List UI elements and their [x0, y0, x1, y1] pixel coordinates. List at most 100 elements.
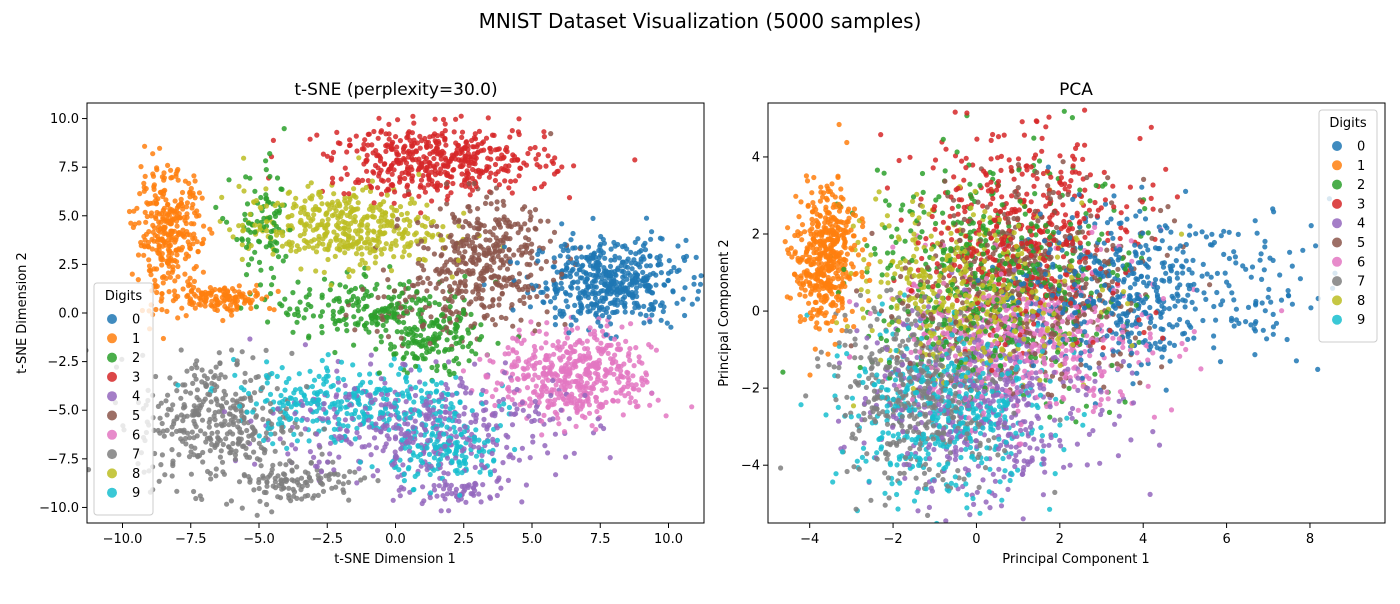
point-digit-2 — [453, 329, 458, 334]
point-digit-9 — [392, 401, 397, 406]
point-digit-9 — [402, 412, 407, 417]
point-digit-8 — [381, 199, 386, 204]
point-digit-0 — [710, 304, 715, 309]
point-digit-2 — [442, 363, 447, 368]
point-digit-1 — [160, 244, 165, 249]
point-digit-4 — [598, 423, 603, 428]
point-digit-3 — [632, 157, 637, 162]
point-digit-5 — [523, 244, 528, 249]
point-digit-1 — [179, 306, 184, 311]
point-digit-2 — [414, 339, 419, 344]
x-tick-label: 2.5 — [453, 532, 474, 547]
point-digit-1 — [144, 200, 149, 205]
point-digit-0 — [596, 248, 601, 253]
point-digit-0 — [590, 280, 595, 285]
x-tick-label: 7.5 — [590, 532, 611, 547]
point-digit-8 — [270, 252, 275, 257]
point-digit-5 — [483, 229, 488, 234]
point-digit-0 — [576, 296, 581, 301]
point-digit-6 — [528, 319, 533, 324]
point-digit-6 — [595, 372, 600, 377]
point-digit-3 — [379, 192, 384, 197]
point-digit-8 — [365, 222, 370, 227]
point-digit-7 — [170, 473, 175, 478]
point-digit-9 — [310, 384, 315, 389]
point-digit-9 — [281, 403, 286, 408]
point-digit-5 — [428, 281, 433, 286]
point-digit-7 — [214, 466, 219, 471]
point-digit-6 — [615, 398, 620, 403]
point-digit-2 — [397, 294, 402, 299]
point-digit-9 — [457, 463, 462, 468]
point-digit-7 — [312, 493, 317, 498]
point-digit-4 — [563, 454, 568, 459]
point-digit-2 — [242, 212, 247, 217]
point-digit-4 — [339, 435, 344, 440]
point-digit-0 — [587, 308, 592, 313]
point-digit-9 — [457, 493, 462, 498]
point-digit-2 — [406, 286, 411, 291]
point-digit-0 — [682, 313, 687, 318]
point-digit-7 — [160, 421, 165, 426]
point-digit-1 — [247, 290, 252, 295]
point-digit-4 — [472, 362, 477, 367]
point-digit-5 — [509, 282, 514, 287]
point-digit-8 — [350, 269, 355, 274]
point-digit-2 — [414, 289, 419, 294]
point-digit-7 — [237, 479, 242, 484]
point-digit-4 — [446, 471, 451, 476]
point-digit-0 — [515, 260, 520, 265]
point-digit-2 — [404, 351, 409, 356]
point-digit-0 — [637, 250, 642, 255]
point-digit-2 — [234, 237, 239, 242]
point-digit-5 — [478, 223, 483, 228]
point-digit-5 — [421, 245, 426, 250]
legend-marker-2 — [107, 353, 117, 363]
point-digit-5 — [419, 239, 424, 244]
point-digit-4 — [369, 353, 374, 358]
point-digit-9 — [481, 449, 486, 454]
point-digit-4 — [506, 478, 511, 483]
point-digit-2 — [258, 282, 263, 287]
point-digit-8 — [414, 230, 419, 235]
point-digit-0 — [578, 301, 583, 306]
point-digit-8 — [333, 254, 338, 259]
point-digit-3 — [497, 182, 502, 187]
point-digit-1 — [166, 261, 171, 266]
point-digit-5 — [420, 280, 425, 285]
point-digit-0 — [670, 288, 675, 293]
point-digit-0 — [606, 273, 611, 278]
point-digit-5 — [492, 226, 497, 231]
point-digit-6 — [515, 376, 520, 381]
point-digit-7 — [198, 428, 203, 433]
point-digit-3 — [347, 137, 352, 142]
pca-title: PCA — [1059, 80, 1093, 100]
point-digit-8 — [334, 236, 339, 241]
point-digit-1 — [192, 279, 197, 284]
point-digit-1 — [150, 223, 155, 228]
point-digit-4 — [559, 408, 564, 413]
point-digit-5 — [488, 190, 493, 195]
point-digit-3 — [466, 160, 471, 165]
point-digit-3 — [346, 191, 351, 196]
point-digit-7 — [205, 469, 210, 474]
point-digit-5 — [525, 262, 530, 267]
point-digit-3 — [379, 178, 384, 183]
point-digit-3 — [459, 183, 464, 188]
point-digit-8 — [298, 266, 303, 271]
point-digit-9 — [449, 401, 454, 406]
point-digit-4 — [463, 390, 468, 395]
point-digit-7 — [252, 428, 257, 433]
point-digit-4 — [372, 435, 377, 440]
point-digit-5 — [434, 286, 439, 291]
point-digit-6 — [522, 376, 527, 381]
point-digit-6 — [595, 346, 600, 351]
point-digit-0 — [615, 292, 620, 297]
point-digit-3 — [393, 134, 398, 139]
point-digit-8 — [372, 238, 377, 243]
point-digit-2 — [254, 304, 259, 309]
point-digit-2 — [396, 320, 401, 325]
point-digit-3 — [543, 164, 548, 169]
point-digit-4 — [508, 452, 513, 457]
